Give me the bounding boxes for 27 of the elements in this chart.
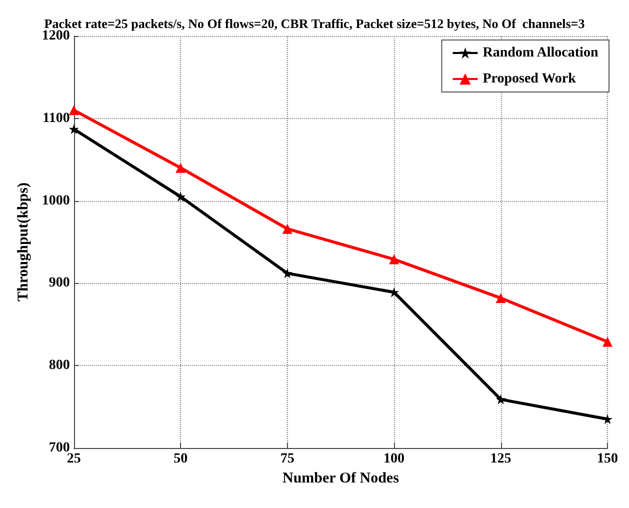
legend-label: Random Allocation xyxy=(482,46,598,60)
y-tick-label: 1100 xyxy=(42,110,70,126)
x-tick-label: 25 xyxy=(66,452,81,466)
y-tick-label: 1200 xyxy=(42,28,70,44)
x-tick-label: 75 xyxy=(280,452,294,466)
x-tick-label: 125 xyxy=(490,452,512,466)
y-axis-title: Throughput(kbps) xyxy=(16,182,32,302)
legend-label: Proposed Work xyxy=(482,72,576,86)
point xyxy=(602,414,612,424)
x-tick-label: 100 xyxy=(384,452,405,466)
y-tick-label: 800 xyxy=(48,358,70,374)
y-tick-label: 1000 xyxy=(42,193,70,208)
point xyxy=(176,192,186,202)
x-tick-label: 50 xyxy=(174,452,188,466)
point xyxy=(68,124,79,134)
y-tick-label: 900 xyxy=(48,276,70,291)
point xyxy=(389,254,400,264)
x-tick-label: 150 xyxy=(597,452,618,466)
point xyxy=(496,293,506,304)
point xyxy=(602,336,612,347)
point xyxy=(68,105,79,116)
point xyxy=(282,224,292,234)
point xyxy=(282,268,292,278)
point xyxy=(496,394,506,404)
point xyxy=(176,162,186,173)
chart-title: Packet rate=25 packets/s, No Of flows=20, CBR Traffic, Packet size=512 bytes, No Of channels=3 xyxy=(44,16,586,31)
x-axis-title: Number Of Nodes xyxy=(282,470,400,486)
